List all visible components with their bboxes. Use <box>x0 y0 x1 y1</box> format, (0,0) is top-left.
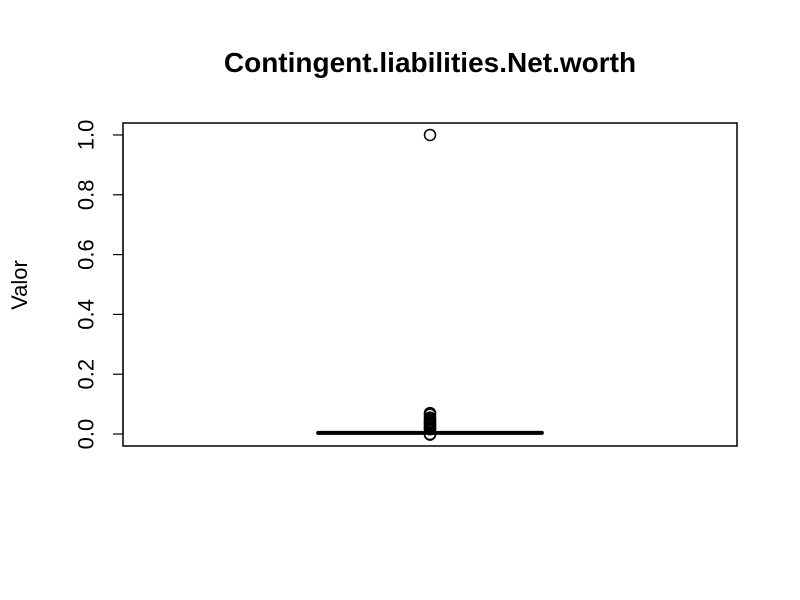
plot-frame <box>123 123 737 446</box>
chart-title: Contingent.liabilities.Net.worth <box>224 47 636 78</box>
y-tick-label: 1.0 <box>74 120 99 151</box>
y-tick-label: 0.6 <box>74 239 99 270</box>
y-tick-label: 0.4 <box>74 299 99 330</box>
outlier-points <box>425 129 436 440</box>
y-tick-label: 0.0 <box>74 419 99 450</box>
outlier-point <box>425 129 436 140</box>
y-tick-label: 0.8 <box>74 179 99 210</box>
y-axis: 0.0 0.2 0.4 0.6 0.8 1.0 <box>74 120 123 450</box>
y-axis-label: Valor <box>7 260 32 310</box>
y-tick-label: 0.2 <box>74 359 99 390</box>
